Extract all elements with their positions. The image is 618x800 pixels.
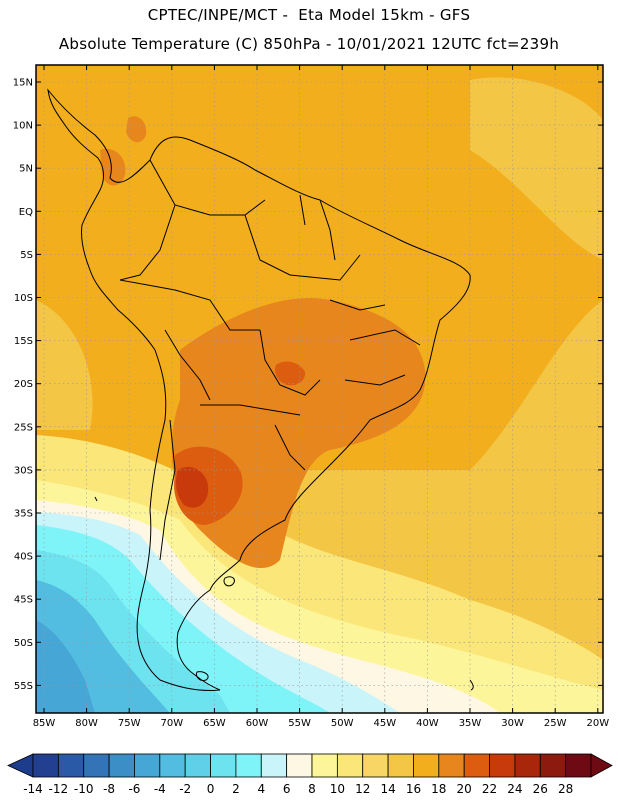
colorbar-label: -8 <box>103 782 115 796</box>
colorbar-label: 4 <box>257 782 265 796</box>
colorbar-label: -14 <box>23 782 43 796</box>
latitude-labels: 15N 10N 5N EQ 5S 10S 15S 20S 25S 30S 35S 40S 45S 50S 5… <box>13 78 33 692</box>
colorbar-swatch <box>539 753 567 778</box>
colorbar-swatch <box>32 753 59 778</box>
lon-label: 35W <box>459 718 482 729</box>
colorbar-swatch <box>210 753 237 778</box>
colorbar-label: 14 <box>380 782 395 796</box>
colorbar-swatch <box>387 753 414 778</box>
colorbar-swatch <box>184 753 211 778</box>
lat-label: 20S <box>14 379 33 390</box>
colorbar-swatch <box>413 753 440 778</box>
colorbar-swatch <box>311 753 338 778</box>
colorbar-swatch <box>438 753 465 778</box>
colorbar-label: 18 <box>431 782 446 796</box>
lon-label: 60W <box>246 718 269 729</box>
lon-label: 85W <box>33 718 56 729</box>
colorbar-labels: -14 -12 -10 -8 -6 -4 -2 0 2 4 6 8 10 12 14 16 18 20 22 24 26… <box>23 782 573 796</box>
colorbar-swatch <box>463 753 490 778</box>
colorbar-label: 6 <box>283 782 291 796</box>
lat-label: 5S <box>20 250 33 261</box>
lon-label: 40W <box>416 718 439 729</box>
colorbar-swatch <box>286 753 313 778</box>
colorbar-swatch <box>489 753 516 778</box>
colorbar-label: -4 <box>154 782 166 796</box>
lon-label: 70W <box>160 718 183 729</box>
colorbar <box>7 753 613 778</box>
colorbar-swatch <box>260 753 288 778</box>
lon-label: 30W <box>501 718 524 729</box>
colorbar-label: 2 <box>232 782 240 796</box>
colorbar-label: 16 <box>406 782 421 796</box>
colorbar-swatch <box>235 753 262 778</box>
plot-frame <box>35 64 604 714</box>
colorbar-label: 20 <box>457 782 472 796</box>
colorbar-swatch <box>336 753 364 778</box>
lat-label: 10N <box>13 121 33 132</box>
lat-label: 25S <box>14 422 33 433</box>
colorbar-label: -2 <box>179 782 191 796</box>
lon-label: 45W <box>373 718 396 729</box>
lat-label: 10S <box>14 293 33 304</box>
lon-label: 65W <box>203 718 226 729</box>
lat-label: 55S <box>14 681 33 692</box>
coastline <box>47 88 474 691</box>
colorbar-swatch <box>514 753 541 778</box>
colorbar-label: 28 <box>558 782 573 796</box>
lat-label: 15N <box>13 78 33 89</box>
map-title-line2: Absolute Temperature (C) 850hPa - 10/01/… <box>58 35 560 53</box>
colorbar-label: 22 <box>482 782 497 796</box>
lon-label: 25W <box>544 718 567 729</box>
colorbar-label: -6 <box>128 782 140 796</box>
lat-label: 45S <box>14 595 33 606</box>
colorbar-label: 12 <box>355 782 370 796</box>
colorbar-label: 0 <box>207 782 215 796</box>
lon-label: 55W <box>288 718 311 729</box>
lat-label: 30S <box>14 465 33 476</box>
colorbar-label: -10 <box>74 782 94 796</box>
colorbar-swatch <box>565 753 592 778</box>
colorbar-high-arrow <box>590 753 613 778</box>
lon-label: 50W <box>331 718 354 729</box>
lat-lon-grid <box>36 65 603 713</box>
colorbar-swatch <box>57 753 85 778</box>
colorbar-label: 8 <box>308 782 316 796</box>
colorbar-label: -12 <box>49 782 69 796</box>
lat-label: 40S <box>14 552 33 563</box>
colorbar-low-arrow <box>7 753 34 778</box>
map-title-line1: CPTEC/INPE/MCT - Eta Model 15km - GFS <box>147 6 471 24</box>
colorbar-swatch <box>134 753 161 778</box>
longitude-labels: 85W 80W 75W 70W 65W 60W 55W 50W 45W 40W 35W 30W 25W 2… <box>33 718 610 729</box>
colorbar-swatch <box>362 753 389 778</box>
lat-label: 15S <box>14 336 33 347</box>
lon-label: 20W <box>586 718 609 729</box>
colorbar-swatch <box>108 753 135 778</box>
lon-label: 80W <box>75 718 98 729</box>
lat-label: EQ <box>19 207 33 218</box>
colorbar-swatch <box>159 753 186 778</box>
colorbar-label: 24 <box>507 782 522 796</box>
lat-label: 50S <box>14 638 33 649</box>
colorbar-swatch <box>83 753 110 778</box>
colorbar-label: 10 <box>330 782 345 796</box>
lat-label: 5N <box>19 164 33 175</box>
colorbar-label: 26 <box>533 782 548 796</box>
temperature-field <box>36 65 603 713</box>
lat-label: 35S <box>14 509 33 520</box>
axis-ticks <box>36 65 603 713</box>
lon-label: 75W <box>118 718 141 729</box>
